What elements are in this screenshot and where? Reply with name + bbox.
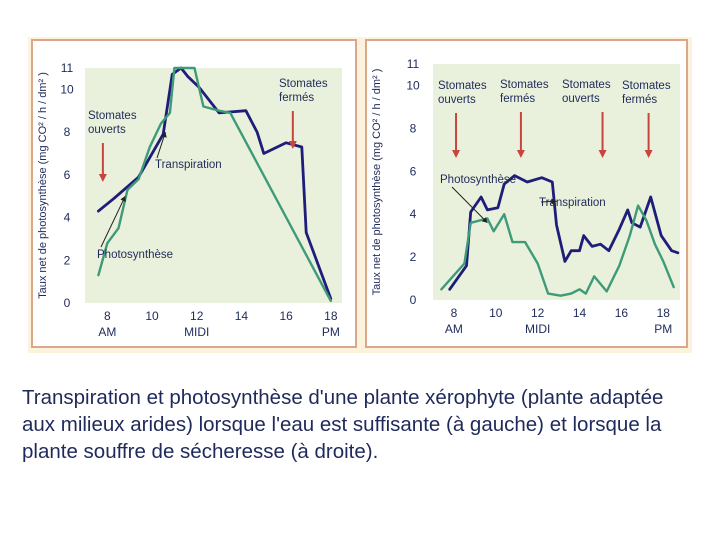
y-tick-label: 6 <box>410 164 417 178</box>
stomates-ouverts-2-text: ouverts <box>562 93 600 105</box>
plot-area <box>433 64 680 300</box>
y-tick-label: 6 <box>64 168 71 182</box>
right-panel-frame: 0 2 4 6 8 10 11 Taux net de photosynthèse (mg C… <box>365 39 688 348</box>
y-tick-label: 10 <box>406 78 420 92</box>
x-tick-label: 8 <box>451 306 458 320</box>
y-tick-label: 0 <box>64 296 71 310</box>
y-tick-label: 0 <box>410 293 417 307</box>
y-tick-label: 10 <box>60 82 74 96</box>
stomates-fermes-2-text: fermés <box>622 94 657 106</box>
x-tick-sublabel: MIDI <box>184 325 209 339</box>
photosynthese-label-leader-head <box>120 196 126 202</box>
x-tick-label: 12 <box>190 309 204 323</box>
stomates-ouverts-1-text: ouverts <box>438 94 476 106</box>
stomates-fermes-1-text: fermés <box>500 93 535 105</box>
x-tick-label: 18 <box>324 309 338 323</box>
x-tick-label: 16 <box>279 309 293 323</box>
x-tick-sublabel: PM <box>654 322 672 336</box>
y-tick-label: 11 <box>61 61 74 75</box>
x-tick-sublabel: MIDI <box>525 322 550 336</box>
red-arrow-head <box>598 150 607 158</box>
photosynthese-label-leader <box>100 195 126 248</box>
figure: 0 2 4 6 8 10 11 Taux net de photosynthèse (mg C… <box>28 37 692 353</box>
transpiration-label-text: Transpiration <box>539 197 606 209</box>
y-axis-label: Taux net de photosynthèse (mg CO² / h / … <box>371 69 383 296</box>
photosynthese-line <box>97 66 332 303</box>
y-tick-label: 2 <box>64 253 71 267</box>
stomates-fermes-text: Stomates <box>279 78 328 90</box>
stomates-fermes-1-text: Stomates <box>500 79 549 91</box>
x-tick-sublabel: AM <box>98 325 116 339</box>
stomates-ouverts-text: Stomates <box>88 110 137 122</box>
x-tick-label: 14 <box>573 306 587 320</box>
x-tick-label: 14 <box>235 309 249 323</box>
transpiration-label-text: Transpiration <box>155 159 222 171</box>
red-arrow-head <box>288 141 297 149</box>
y-tick-label: 4 <box>64 211 71 225</box>
y-tick-label: 11 <box>407 57 420 71</box>
stomates-fermes-2-text: Stomates <box>622 80 671 92</box>
stomates-fermes-text: fermés <box>279 92 314 104</box>
y-axis-label: Taux net de photosynthèse (mg CO² / h / … <box>37 72 49 299</box>
transpiration-label-leader-head <box>551 198 557 205</box>
photosynthese-label-text: Photosynthèse <box>440 174 516 186</box>
y-tick-label: 2 <box>410 250 417 264</box>
red-arrow-head <box>516 150 525 158</box>
x-tick-label: 10 <box>145 309 159 323</box>
y-tick-label: 8 <box>64 125 71 139</box>
stomates-ouverts-text: ouverts <box>88 124 126 136</box>
x-tick-sublabel: AM <box>445 322 463 336</box>
x-tick-label: 12 <box>531 306 545 320</box>
x-tick-label: 18 <box>657 306 671 320</box>
red-arrow-head <box>98 174 107 182</box>
red-arrow-head <box>644 150 653 158</box>
x-tick-label: 10 <box>489 306 503 320</box>
red-arrow-head <box>452 150 461 158</box>
photosynthese-label-text: Photosynthèse <box>97 249 173 261</box>
y-tick-label: 8 <box>410 121 417 135</box>
stomates-ouverts-1-text: Stomates <box>438 80 487 92</box>
transpiration-label-leader-head <box>161 132 167 138</box>
x-tick-sublabel: PM <box>322 325 340 339</box>
y-tick-label: 4 <box>410 207 417 221</box>
transpiration-line <box>448 174 680 291</box>
left-panel-frame: 0 2 4 6 8 10 11 Taux net de photosynthèse (mg C… <box>31 39 357 348</box>
chart-left: 0 2 4 6 8 10 11 Taux net de photosynthèse (mg C… <box>37 61 342 339</box>
chart-right: 0 2 4 6 8 10 11 Taux net de photosynthèse (mg C… <box>371 57 680 336</box>
figure-caption: Transpiration et photosynthèse d'une pla… <box>22 386 664 463</box>
x-tick-label: 8 <box>104 309 111 323</box>
photosynthese-label-leader-head <box>481 217 488 223</box>
photosynthese-label-leader <box>451 186 488 224</box>
x-tick-label: 16 <box>615 306 629 320</box>
photosynthese-line <box>440 204 675 297</box>
stomates-ouverts-2-text: Stomates <box>562 79 611 91</box>
